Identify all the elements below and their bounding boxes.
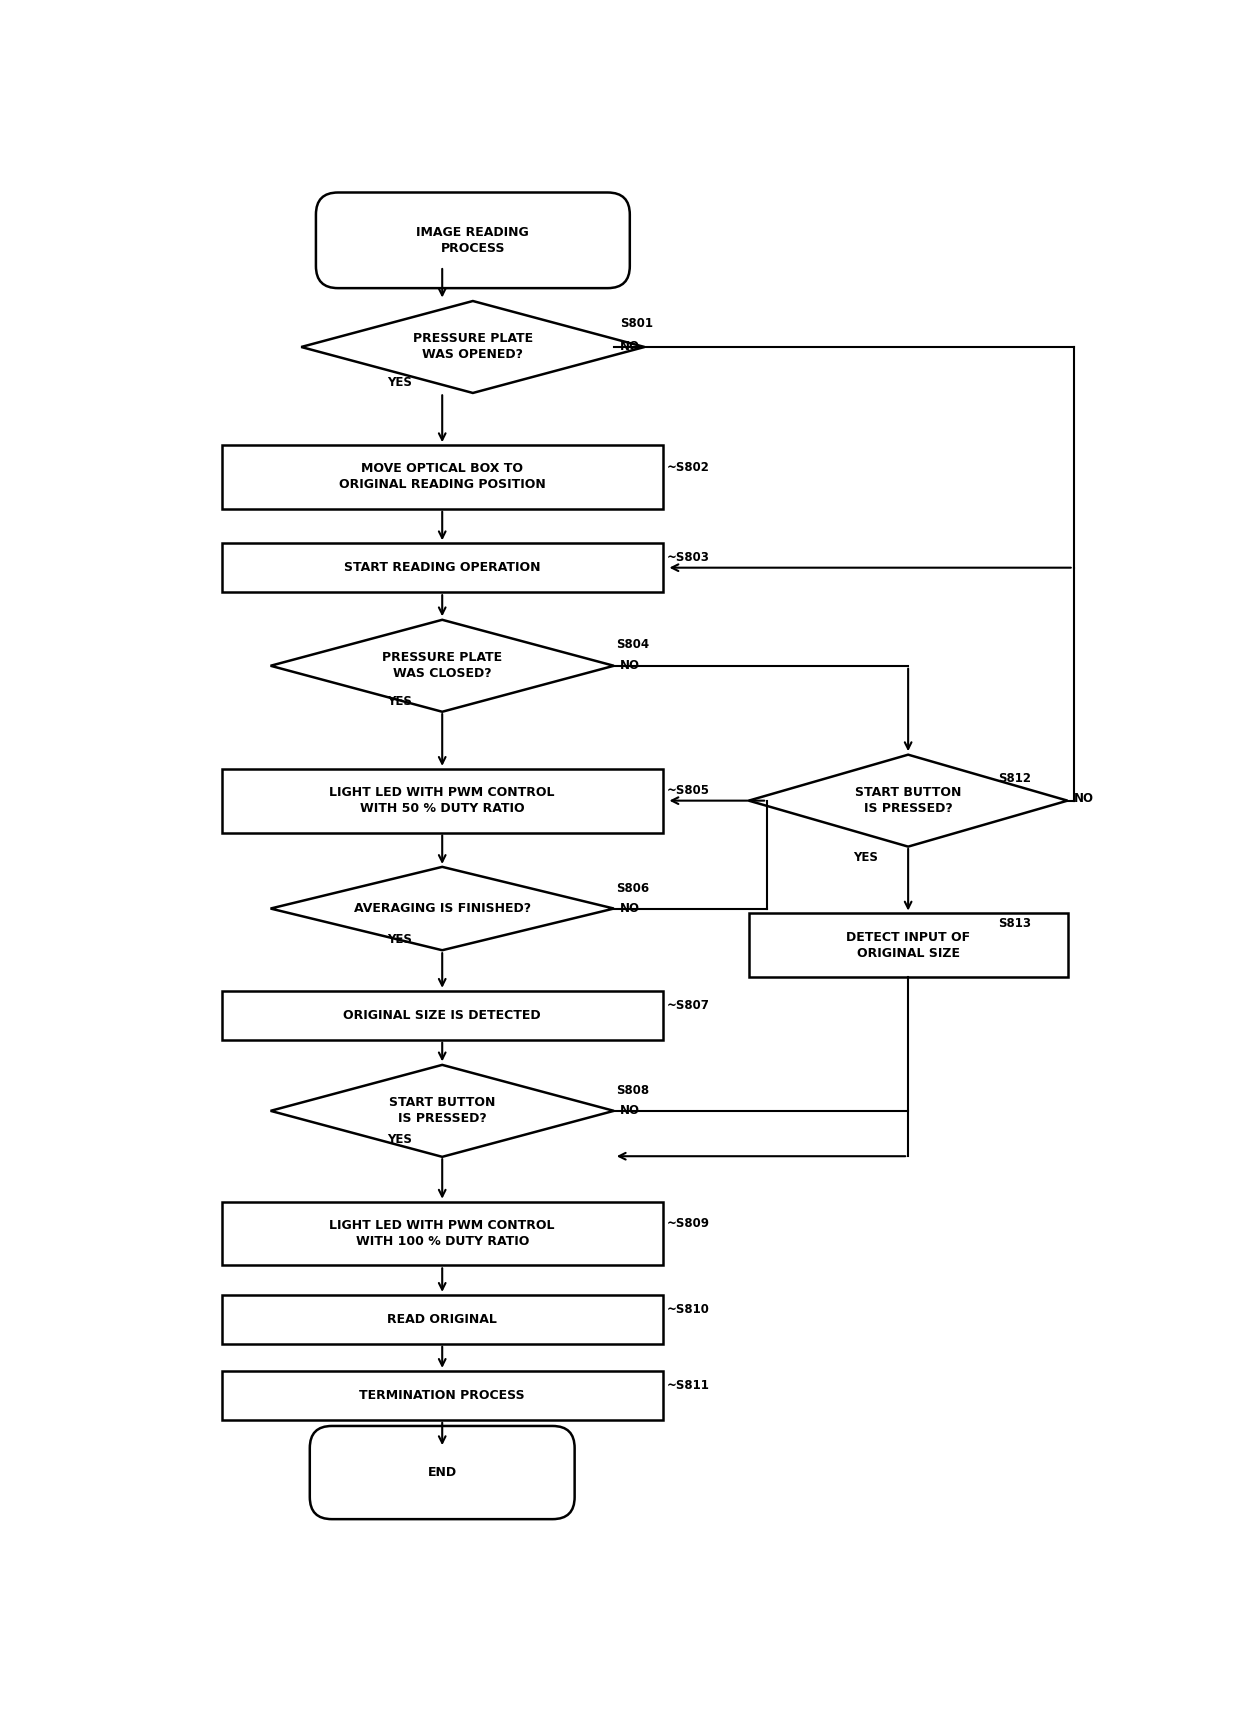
- Text: ~S811: ~S811: [667, 1379, 709, 1392]
- Text: YES: YES: [387, 1133, 412, 1145]
- Text: S813: S813: [998, 916, 1030, 930]
- Polygon shape: [749, 755, 1068, 847]
- Text: NO: NO: [620, 340, 640, 354]
- Text: START BUTTON
IS PRESSED?: START BUTTON IS PRESSED?: [854, 786, 961, 815]
- Text: NO: NO: [620, 1104, 640, 1117]
- Text: ~S810: ~S810: [667, 1303, 709, 1317]
- Text: S808: S808: [616, 1083, 650, 1097]
- Text: IMAGE READING
PROCESS: IMAGE READING PROCESS: [417, 225, 529, 254]
- Text: YES: YES: [853, 851, 878, 865]
- Text: AVERAGING IS FINISHED?: AVERAGING IS FINISHED?: [353, 902, 531, 915]
- Text: ~S802: ~S802: [667, 461, 709, 474]
- Bar: [749, 913, 1068, 976]
- Bar: [222, 1294, 663, 1344]
- Text: ~S803: ~S803: [667, 552, 709, 564]
- Text: S806: S806: [616, 882, 650, 896]
- Text: NO: NO: [620, 660, 640, 672]
- Text: DETECT INPUT OF
ORIGINAL SIZE: DETECT INPUT OF ORIGINAL SIZE: [846, 930, 970, 959]
- FancyBboxPatch shape: [316, 193, 630, 289]
- Text: TERMINATION PROCESS: TERMINATION PROCESS: [360, 1389, 525, 1401]
- Text: LIGHT LED WITH PWM CONTROL
WITH 50 % DUTY RATIO: LIGHT LED WITH PWM CONTROL WITH 50 % DUT…: [330, 786, 556, 815]
- Polygon shape: [301, 301, 645, 394]
- Bar: [222, 768, 663, 832]
- Text: PRESSURE PLATE
WAS OPENED?: PRESSURE PLATE WAS OPENED?: [413, 332, 533, 361]
- Text: YES: YES: [387, 694, 412, 708]
- Text: ~S805: ~S805: [667, 784, 709, 798]
- Text: END: END: [428, 1466, 456, 1478]
- Text: YES: YES: [387, 933, 412, 945]
- Text: READ ORIGINAL: READ ORIGINAL: [387, 1313, 497, 1325]
- Text: S801: S801: [620, 318, 653, 330]
- Text: START BUTTON
IS PRESSED?: START BUTTON IS PRESSED?: [389, 1097, 496, 1126]
- Bar: [222, 445, 663, 509]
- Polygon shape: [270, 1064, 614, 1157]
- FancyBboxPatch shape: [310, 1427, 574, 1520]
- Text: ORIGINAL SIZE IS DETECTED: ORIGINAL SIZE IS DETECTED: [343, 1009, 541, 1021]
- Text: PRESSURE PLATE
WAS CLOSED?: PRESSURE PLATE WAS CLOSED?: [382, 652, 502, 681]
- Bar: [222, 990, 663, 1040]
- Bar: [222, 543, 663, 593]
- Text: MOVE OPTICAL BOX TO
ORIGINAL READING POSITION: MOVE OPTICAL BOX TO ORIGINAL READING POS…: [339, 462, 546, 492]
- Polygon shape: [270, 866, 614, 951]
- Text: ~S809: ~S809: [667, 1217, 709, 1231]
- Text: ~S807: ~S807: [667, 999, 709, 1012]
- Bar: [222, 1202, 663, 1265]
- Bar: [222, 1370, 663, 1420]
- Text: LIGHT LED WITH PWM CONTROL
WITH 100 % DUTY RATIO: LIGHT LED WITH PWM CONTROL WITH 100 % DU…: [330, 1219, 556, 1248]
- Text: S804: S804: [616, 638, 650, 652]
- Text: S812: S812: [998, 772, 1030, 786]
- Text: YES: YES: [387, 376, 412, 390]
- Text: NO: NO: [1074, 792, 1094, 804]
- Text: START READING OPERATION: START READING OPERATION: [343, 560, 541, 574]
- Text: NO: NO: [620, 902, 640, 915]
- Polygon shape: [270, 621, 614, 712]
